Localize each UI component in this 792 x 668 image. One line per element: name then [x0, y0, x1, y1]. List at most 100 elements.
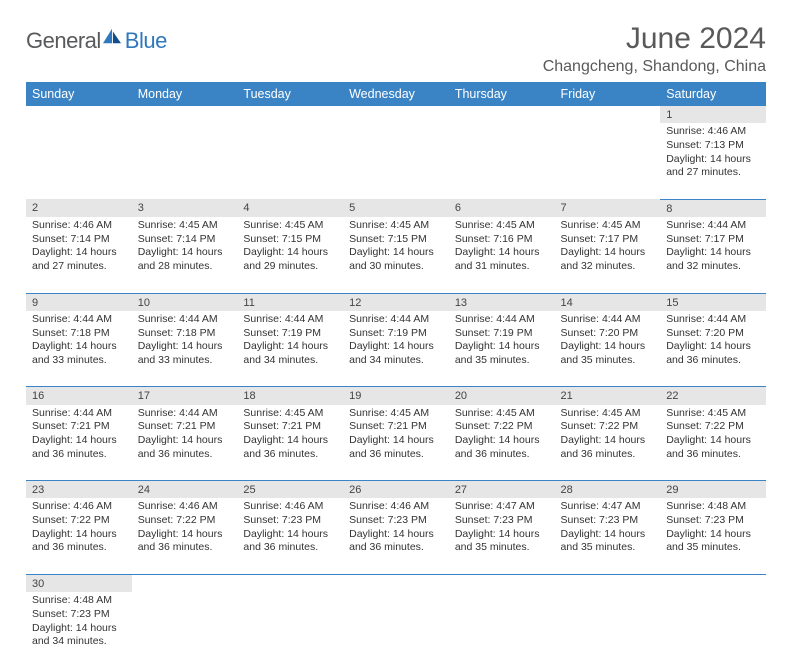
- day-number-cell: 4: [237, 199, 343, 217]
- daylight-line: Daylight: 14 hours and 36 minutes.: [138, 528, 232, 555]
- day-number-cell: 26: [343, 481, 449, 499]
- sunrise-line: Sunrise: 4:45 AM: [243, 407, 337, 421]
- sunrise-line: Sunrise: 4:44 AM: [243, 313, 337, 327]
- day-details: Sunrise: 4:46 AMSunset: 7:13 PMDaylight:…: [660, 123, 766, 184]
- daylight-line: Daylight: 14 hours and 36 minutes.: [561, 434, 655, 461]
- day-details: Sunrise: 4:45 AMSunset: 7:21 PMDaylight:…: [237, 405, 343, 466]
- day-details: Sunrise: 4:48 AMSunset: 7:23 PMDaylight:…: [660, 498, 766, 559]
- daylight-line: Daylight: 14 hours and 32 minutes.: [561, 246, 655, 273]
- day-number-cell: [132, 106, 238, 123]
- day-number-cell: 5: [343, 199, 449, 217]
- sunset-line: Sunset: 7:17 PM: [666, 233, 760, 247]
- daylight-line: Daylight: 14 hours and 34 minutes.: [32, 622, 126, 649]
- week-row: Sunrise: 4:48 AMSunset: 7:23 PMDaylight:…: [26, 592, 766, 668]
- sunset-line: Sunset: 7:19 PM: [349, 327, 443, 341]
- calendar-table: SundayMondayTuesdayWednesdayThursdayFrid…: [26, 82, 766, 668]
- day-number-row: 23242526272829: [26, 481, 766, 499]
- day-number-cell: 30: [26, 574, 132, 592]
- location: Changcheng, Shandong, China: [543, 58, 766, 76]
- sunset-line: Sunset: 7:21 PM: [32, 420, 126, 434]
- daylight-line: Daylight: 14 hours and 30 minutes.: [349, 246, 443, 273]
- day-number-cell: [660, 574, 766, 592]
- day-number-cell: 7: [555, 199, 661, 217]
- day-number-cell: 29: [660, 481, 766, 499]
- day-number-row: 9101112131415: [26, 293, 766, 311]
- day-number-cell: 3: [132, 199, 238, 217]
- sunset-line: Sunset: 7:19 PM: [243, 327, 337, 341]
- day-cell: Sunrise: 4:45 AMSunset: 7:22 PMDaylight:…: [555, 405, 661, 481]
- day-cell: Sunrise: 4:44 AMSunset: 7:20 PMDaylight:…: [555, 311, 661, 387]
- day-cell: [237, 123, 343, 199]
- sunset-line: Sunset: 7:21 PM: [243, 420, 337, 434]
- sunset-line: Sunset: 7:21 PM: [138, 420, 232, 434]
- day-cell: Sunrise: 4:46 AMSunset: 7:22 PMDaylight:…: [26, 498, 132, 574]
- day-cell: [237, 592, 343, 668]
- day-cell: [449, 123, 555, 199]
- daylight-line: Daylight: 14 hours and 36 minutes.: [243, 528, 337, 555]
- day-number-cell: 11: [237, 293, 343, 311]
- daylight-line: Daylight: 14 hours and 33 minutes.: [32, 340, 126, 367]
- daylight-line: Daylight: 14 hours and 36 minutes.: [349, 528, 443, 555]
- sunrise-line: Sunrise: 4:46 AM: [32, 219, 126, 233]
- day-cell: Sunrise: 4:45 AMSunset: 7:16 PMDaylight:…: [449, 217, 555, 293]
- month-title: June 2024: [543, 22, 766, 56]
- day-number-cell: 17: [132, 387, 238, 405]
- sunrise-line: Sunrise: 4:45 AM: [349, 407, 443, 421]
- day-number-row: 2345678: [26, 199, 766, 217]
- day-cell: [449, 592, 555, 668]
- sunset-line: Sunset: 7:23 PM: [666, 514, 760, 528]
- day-cell: Sunrise: 4:44 AMSunset: 7:20 PMDaylight:…: [660, 311, 766, 387]
- day-cell: Sunrise: 4:46 AMSunset: 7:23 PMDaylight:…: [237, 498, 343, 574]
- sunset-line: Sunset: 7:22 PM: [666, 420, 760, 434]
- daylight-line: Daylight: 14 hours and 35 minutes.: [561, 528, 655, 555]
- sunrise-line: Sunrise: 4:44 AM: [666, 313, 760, 327]
- sunset-line: Sunset: 7:22 PM: [32, 514, 126, 528]
- day-details: Sunrise: 4:45 AMSunset: 7:15 PMDaylight:…: [343, 217, 449, 278]
- sunrise-line: Sunrise: 4:46 AM: [32, 500, 126, 514]
- sunset-line: Sunset: 7:22 PM: [455, 420, 549, 434]
- daylight-line: Daylight: 14 hours and 36 minutes.: [666, 434, 760, 461]
- logo-text-blue: Blue: [125, 28, 167, 54]
- day-number-cell: [343, 106, 449, 123]
- sunrise-line: Sunrise: 4:47 AM: [561, 500, 655, 514]
- day-number-cell: 2: [26, 199, 132, 217]
- week-row: Sunrise: 4:46 AMSunset: 7:22 PMDaylight:…: [26, 498, 766, 574]
- day-number-row: 16171819202122: [26, 387, 766, 405]
- day-number-cell: 22: [660, 387, 766, 405]
- day-details: Sunrise: 4:44 AMSunset: 7:18 PMDaylight:…: [26, 311, 132, 372]
- day-cell: Sunrise: 4:44 AMSunset: 7:21 PMDaylight:…: [132, 405, 238, 481]
- day-cell: Sunrise: 4:45 AMSunset: 7:21 PMDaylight:…: [237, 405, 343, 481]
- day-header: Wednesday: [343, 82, 449, 106]
- day-number-cell: [343, 574, 449, 592]
- day-details: Sunrise: 4:44 AMSunset: 7:19 PMDaylight:…: [449, 311, 555, 372]
- day-number-cell: [237, 106, 343, 123]
- sunrise-line: Sunrise: 4:44 AM: [455, 313, 549, 327]
- sunset-line: Sunset: 7:21 PM: [349, 420, 443, 434]
- daylight-line: Daylight: 14 hours and 35 minutes.: [666, 528, 760, 555]
- sunrise-line: Sunrise: 4:44 AM: [32, 407, 126, 421]
- day-details: Sunrise: 4:46 AMSunset: 7:22 PMDaylight:…: [26, 498, 132, 559]
- day-cell: Sunrise: 4:45 AMSunset: 7:17 PMDaylight:…: [555, 217, 661, 293]
- daylight-line: Daylight: 14 hours and 36 minutes.: [243, 434, 337, 461]
- daylight-line: Daylight: 14 hours and 27 minutes.: [32, 246, 126, 273]
- day-header: Friday: [555, 82, 661, 106]
- day-cell: [26, 123, 132, 199]
- sunrise-line: Sunrise: 4:44 AM: [666, 219, 760, 233]
- logo-text-general: General: [26, 28, 101, 54]
- day-number-cell: 24: [132, 481, 238, 499]
- sunrise-line: Sunrise: 4:45 AM: [455, 407, 549, 421]
- day-cell: Sunrise: 4:44 AMSunset: 7:19 PMDaylight:…: [237, 311, 343, 387]
- day-number-cell: 20: [449, 387, 555, 405]
- sunrise-line: Sunrise: 4:46 AM: [349, 500, 443, 514]
- sunset-line: Sunset: 7:17 PM: [561, 233, 655, 247]
- day-cell: [555, 123, 661, 199]
- day-number-cell: [26, 106, 132, 123]
- day-number-cell: [132, 574, 238, 592]
- daylight-line: Daylight: 14 hours and 34 minutes.: [349, 340, 443, 367]
- daylight-line: Daylight: 14 hours and 36 minutes.: [666, 340, 760, 367]
- day-details: Sunrise: 4:45 AMSunset: 7:22 PMDaylight:…: [660, 405, 766, 466]
- day-cell: [660, 592, 766, 668]
- week-row: Sunrise: 4:44 AMSunset: 7:21 PMDaylight:…: [26, 405, 766, 481]
- week-row: Sunrise: 4:44 AMSunset: 7:18 PMDaylight:…: [26, 311, 766, 387]
- sunset-line: Sunset: 7:20 PM: [666, 327, 760, 341]
